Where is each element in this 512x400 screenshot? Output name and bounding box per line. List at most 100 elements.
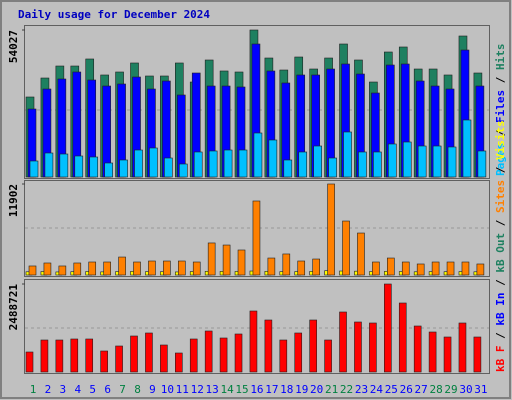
bar xyxy=(149,147,158,178)
bar xyxy=(431,261,440,276)
bar xyxy=(428,331,437,373)
x-tick-label: 26 xyxy=(400,383,413,396)
x-tick-label: 22 xyxy=(340,383,353,396)
bar xyxy=(473,336,482,373)
bar xyxy=(283,159,293,178)
bar xyxy=(446,261,455,276)
legend-entry: Pages xyxy=(494,143,507,176)
bar xyxy=(223,149,233,178)
bar xyxy=(298,151,308,178)
bar xyxy=(443,336,452,373)
legend-separator: / xyxy=(494,273,507,293)
legend: Pages / Files / Hits xyxy=(494,44,507,177)
bar xyxy=(312,258,320,276)
x-tick-label: 2 xyxy=(45,383,52,396)
x-tick-label: 28 xyxy=(429,383,442,396)
bar xyxy=(416,263,425,276)
bar xyxy=(219,337,228,373)
bar xyxy=(25,351,34,373)
bar xyxy=(432,145,442,178)
x-tick-label: 29 xyxy=(444,383,457,396)
x-tick-label: 13 xyxy=(206,383,219,396)
x-tick-label: 16 xyxy=(250,383,263,396)
bar xyxy=(179,163,188,178)
bar xyxy=(477,150,487,178)
bar xyxy=(358,151,367,178)
bar xyxy=(208,150,218,178)
bar xyxy=(401,261,410,276)
bar xyxy=(461,261,470,276)
x-tick-label: 25 xyxy=(385,383,398,396)
bar xyxy=(89,156,99,178)
x-tick-label: 14 xyxy=(220,383,234,396)
legend-separator: / xyxy=(494,70,507,90)
x-tick-label: 15 xyxy=(235,383,248,396)
bar xyxy=(327,183,335,276)
x-tick-label: 18 xyxy=(280,383,293,396)
bar xyxy=(357,232,365,276)
x-tick-label: 23 xyxy=(355,383,368,396)
legend-entry: Visits xyxy=(494,120,507,160)
x-tick-label: 4 xyxy=(74,383,81,396)
x-tick-label: 30 xyxy=(459,383,472,396)
bar xyxy=(458,322,467,373)
bar xyxy=(249,310,258,373)
bar xyxy=(413,325,422,373)
bar xyxy=(294,332,303,373)
bar xyxy=(388,143,397,178)
chart-title: Daily usage for December 2024 xyxy=(18,8,210,21)
x-tick-label: 31 xyxy=(474,383,487,396)
bar xyxy=(237,249,246,276)
y-tick-label: 11902 xyxy=(7,184,20,217)
bar xyxy=(234,333,243,373)
bar xyxy=(40,339,49,373)
legend-entry: Hits xyxy=(494,44,507,71)
legend-separator: / xyxy=(494,160,507,180)
x-tick-label: 27 xyxy=(415,383,428,396)
bar xyxy=(29,160,39,178)
bar xyxy=(175,352,183,373)
bar xyxy=(398,302,407,373)
bar xyxy=(164,157,173,178)
bar xyxy=(268,139,278,178)
y-tick-label: 54027 xyxy=(7,30,20,63)
bar xyxy=(119,159,128,178)
bar xyxy=(104,162,113,178)
bar xyxy=(207,242,216,276)
bar xyxy=(192,261,201,276)
bar xyxy=(309,319,317,373)
bar xyxy=(118,256,126,276)
bar xyxy=(387,257,395,276)
x-tick-label: 11 xyxy=(176,383,189,396)
bar xyxy=(193,151,203,178)
bar xyxy=(372,261,380,276)
bar xyxy=(55,339,64,373)
x-tick-label: 24 xyxy=(370,383,384,396)
x-tick-label: 7 xyxy=(119,383,126,396)
bar xyxy=(145,332,153,373)
bar xyxy=(103,261,111,276)
bar xyxy=(58,265,67,276)
bar xyxy=(324,339,332,373)
bar xyxy=(238,149,248,178)
bar xyxy=(252,200,261,276)
legend-entry: Sites xyxy=(494,180,507,213)
bar xyxy=(328,157,337,178)
legend-entry: kB Out xyxy=(494,233,507,273)
legend-entry: kB In xyxy=(494,293,507,326)
x-tick-label: 19 xyxy=(295,383,308,396)
bar xyxy=(282,253,291,276)
legend: kB F / kB In / kB Out / Sites / Visits xyxy=(494,120,507,372)
bar xyxy=(313,145,322,178)
bar xyxy=(354,321,362,373)
bar xyxy=(100,350,108,373)
bar xyxy=(373,151,382,178)
bar xyxy=(253,132,263,178)
bar xyxy=(130,335,138,373)
bar xyxy=(160,344,168,373)
y-tick-label: 2488721 xyxy=(7,284,20,331)
bar xyxy=(462,119,472,178)
bar xyxy=(28,265,37,276)
legend-entry: Files xyxy=(494,90,507,123)
